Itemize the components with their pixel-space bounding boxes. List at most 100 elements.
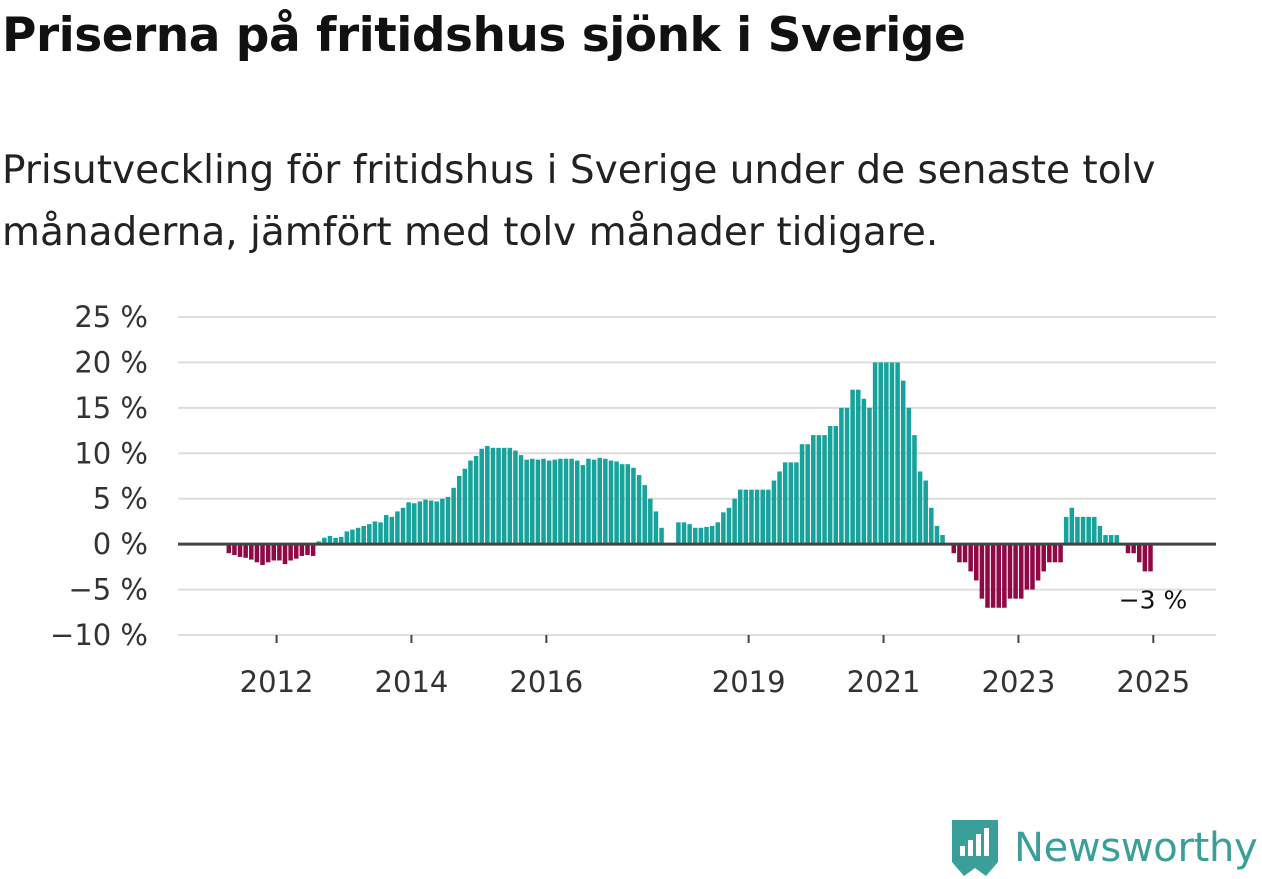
bar-negative: [277, 544, 282, 561]
bar-positive: [412, 503, 417, 545]
bar-positive: [839, 407, 844, 545]
bar-positive: [822, 435, 827, 545]
bar-negative: [974, 544, 979, 581]
bar-negative: [232, 544, 237, 556]
chart-subtitle: Prisutveckling för fritidshus i Sverige …: [2, 148, 1156, 255]
logo-text: Newsworthy: [1014, 825, 1258, 871]
bar-positive: [940, 535, 945, 545]
bar-positive: [619, 464, 625, 545]
y-tick-label: −5 %: [68, 573, 148, 607]
bar-positive: [338, 536, 344, 545]
y-tick-label: 15 %: [74, 391, 148, 425]
y-tick-label: −10 %: [50, 618, 148, 652]
bar-positive: [1114, 535, 1120, 545]
bar-positive: [1103, 535, 1108, 545]
bar-positive: [434, 501, 440, 545]
bar-positive: [614, 461, 619, 545]
bar-positive: [1108, 535, 1114, 545]
bar-positive: [383, 515, 389, 545]
bar-positive: [428, 500, 434, 545]
y-tick-label: 25 %: [74, 300, 148, 334]
x-tick-label: 2021: [847, 665, 921, 699]
bar-positive: [934, 525, 940, 545]
bar-positive: [473, 456, 479, 545]
bar-positive: [603, 458, 608, 545]
bar-positive: [389, 516, 395, 545]
bar-positive: [788, 462, 794, 545]
bar-negative: [1007, 544, 1013, 599]
bar-positive: [445, 496, 451, 545]
bar-positive: [530, 458, 535, 545]
bar-positive: [805, 444, 810, 545]
bar-positive: [367, 524, 372, 545]
x-tick-label: 2012: [240, 665, 314, 699]
bar-positive: [1069, 507, 1075, 545]
last-value-label: −3 %: [1119, 585, 1188, 614]
bar-positive: [827, 426, 833, 545]
bar-positive: [1086, 516, 1091, 545]
bar-positive: [400, 507, 406, 545]
bar-negative: [1002, 544, 1007, 608]
bar-positive: [917, 471, 923, 545]
bar-positive: [490, 447, 496, 545]
bar-positive: [811, 435, 816, 545]
y-axis-ticks: 25 % 20 % 15 % 10 % 5 % 0 % −5 % −10 %: [50, 300, 148, 652]
bar-positive: [816, 435, 822, 545]
bar-positive: [541, 458, 546, 545]
bar-positive: [591, 459, 597, 545]
y-tick-label: 20 %: [74, 345, 148, 379]
bar-positive: [855, 389, 861, 545]
bar-positive: [1097, 525, 1103, 545]
bar-positive: [771, 480, 777, 545]
bar-positive: [344, 531, 350, 545]
bar-positive: [721, 512, 726, 545]
x-tick-label: 2014: [375, 665, 449, 699]
bar-negative: [957, 544, 962, 563]
bar-positive: [631, 467, 636, 545]
x-tick-label: 2025: [1116, 665, 1190, 699]
bar-negative: [1142, 544, 1148, 572]
bar-positive: [546, 460, 552, 545]
bar-positive: [681, 522, 687, 545]
bar-positive: [754, 489, 760, 545]
bar-positive: [395, 511, 400, 545]
bar-positive: [653, 511, 659, 545]
bar-negative: [1125, 544, 1131, 554]
bar-positive: [569, 458, 574, 545]
bar-positive: [625, 464, 631, 545]
bar-positive: [737, 489, 743, 545]
bar-negative: [1041, 544, 1046, 572]
bar-negative: [990, 544, 996, 608]
bar-negative: [1047, 544, 1052, 563]
bar-positive: [833, 426, 839, 545]
bar-positive: [586, 458, 591, 545]
bar-positive: [878, 362, 883, 545]
bar-positive: [378, 522, 383, 545]
bar-chart: 25 % 20 % 15 % 10 % 5 % 0 % −5 % −10 % 2012 2014…: [50, 300, 1216, 699]
bar-positive: [709, 525, 715, 545]
bar-positive: [417, 501, 423, 545]
bar-positive: [782, 462, 788, 545]
bar-positive: [350, 529, 355, 545]
bar-negative: [1013, 544, 1018, 599]
y-tick-label: 5 %: [93, 482, 148, 516]
bar-positive: [327, 535, 333, 545]
bar-negative: [1052, 544, 1058, 563]
newsworthy-logo[interactable]: Newsworthy: [950, 818, 1258, 878]
x-tick-label: 2016: [509, 665, 583, 699]
bar-positive: [676, 522, 681, 545]
bar-negative: [951, 544, 957, 554]
bar-negative: [299, 544, 305, 556]
bar-positive: [850, 389, 855, 545]
bar-positive: [513, 450, 518, 545]
bar-positive: [777, 471, 782, 545]
y-tick-label: 0 %: [93, 527, 148, 561]
bar-positive: [704, 526, 709, 545]
chart-title: Priserna på fritidshus sjönk i Sverige: [2, 8, 966, 63]
bar-positive: [518, 455, 524, 545]
bar-negative: [271, 544, 277, 561]
bar-positive: [333, 537, 338, 545]
bar-positive: [580, 465, 586, 545]
bar-positive: [406, 502, 411, 545]
bar-positive: [361, 525, 366, 545]
